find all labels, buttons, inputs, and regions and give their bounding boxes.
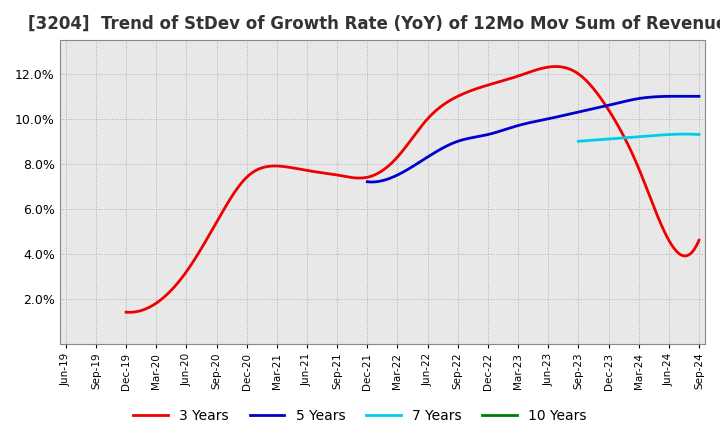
3 Years [683,253,692,258]
3 Years [593,92,602,97]
3 Years [398,148,407,153]
5 Years [521,121,530,126]
7 Years [673,132,682,137]
7 Years [695,132,703,137]
3 Years [433,107,441,112]
3 Years [122,309,130,315]
5 Years [636,96,644,101]
3 Years [125,310,134,315]
7 Years [632,134,641,139]
Line: 5 Years: 5 Years [367,96,699,182]
7 Years [692,132,701,137]
5 Years [688,94,697,99]
5 Years [368,180,377,185]
3 Years [395,152,404,158]
Legend: 3 Years, 5 Years, 7 Years, 10 Years: 3 Years, 5 Years, 7 Years, 10 Years [128,403,592,429]
5 Years [543,116,552,121]
7 Years [646,133,654,139]
5 Years [695,94,703,99]
3 Years [551,64,559,69]
5 Years [523,121,532,126]
7 Years [680,132,689,137]
Line: 3 Years: 3 Years [126,66,699,312]
7 Years [631,134,640,139]
5 Years [561,112,570,117]
5 Years [363,179,372,184]
5 Years [671,94,680,99]
3 Years [464,89,472,94]
Title: [3204]  Trend of StDev of Growth Rate (YoY) of 12Mo Mov Sum of Revenues: [3204] Trend of StDev of Growth Rate (Yo… [28,15,720,33]
Line: 7 Years: 7 Years [578,134,699,141]
7 Years [574,139,582,144]
3 Years [695,238,703,243]
7 Years [639,134,648,139]
